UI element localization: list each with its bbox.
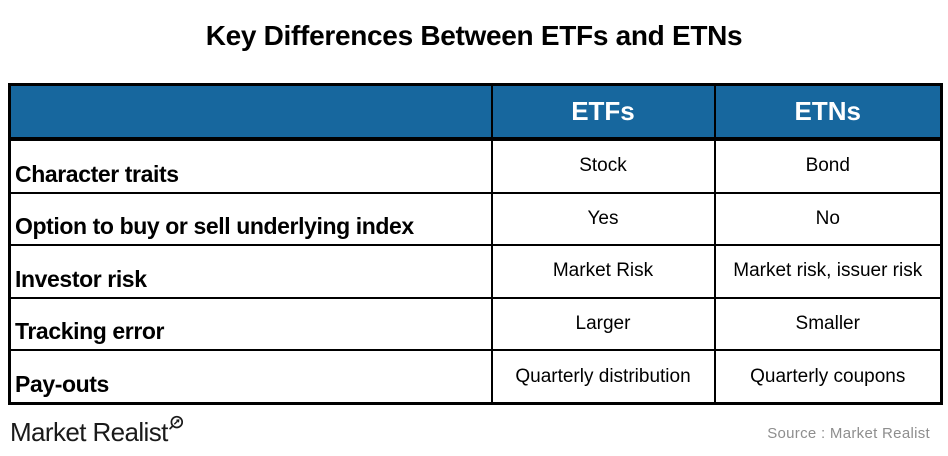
row-label: Option to buy or sell underlying index — [8, 191, 493, 247]
etn-value: Bond — [713, 137, 943, 194]
source-attribution: Source : Market Realist — [767, 425, 930, 442]
table-body: Character traits Stock Bond Option to buy o… — [8, 137, 943, 405]
market-realist-logo: Market Realist — [10, 415, 186, 447]
etf-value: Larger — [490, 296, 716, 352]
etn-value: Smaller — [713, 296, 943, 352]
magnifier-trend-icon — [169, 415, 186, 437]
table-row: Character traits Stock Bond — [8, 137, 943, 194]
table-row: Option to buy or sell underlying index Ye… — [8, 191, 943, 247]
header-etns-cell: ETNs — [713, 83, 943, 141]
etn-value: Market risk, issuer risk — [713, 244, 943, 299]
row-label: Character traits — [8, 137, 493, 194]
table-header: ETFs ETNs — [8, 83, 943, 141]
row-label: Pay-outs — [8, 349, 493, 405]
table-row: Pay-outs Quarterly distribution Quarterly … — [8, 349, 943, 405]
page-title: Key Differences Between ETFs and ETNs — [205, 20, 743, 51]
etf-value: Stock — [490, 137, 716, 194]
etf-value: Yes — [490, 191, 716, 247]
header-blank-cell — [8, 83, 493, 141]
etf-value: Quarterly distribution — [490, 349, 716, 405]
header-row: ETFs ETNs — [8, 83, 943, 141]
row-label: Investor risk — [8, 244, 493, 299]
header-etfs-cell: ETFs — [490, 83, 716, 141]
logo-text: Market Realist — [10, 417, 168, 447]
etn-value: No — [713, 191, 943, 247]
table-row: Investor risk Market Risk Market risk, iss… — [8, 244, 943, 299]
etn-value: Quarterly coupons — [713, 349, 943, 405]
table-row: Tracking error Larger Smaller — [8, 296, 943, 352]
row-label: Tracking error — [8, 296, 493, 352]
comparison-table: ETFs ETNs Character traits Stock Bond Optio… — [8, 83, 943, 405]
etf-value: Market Risk — [490, 244, 716, 299]
